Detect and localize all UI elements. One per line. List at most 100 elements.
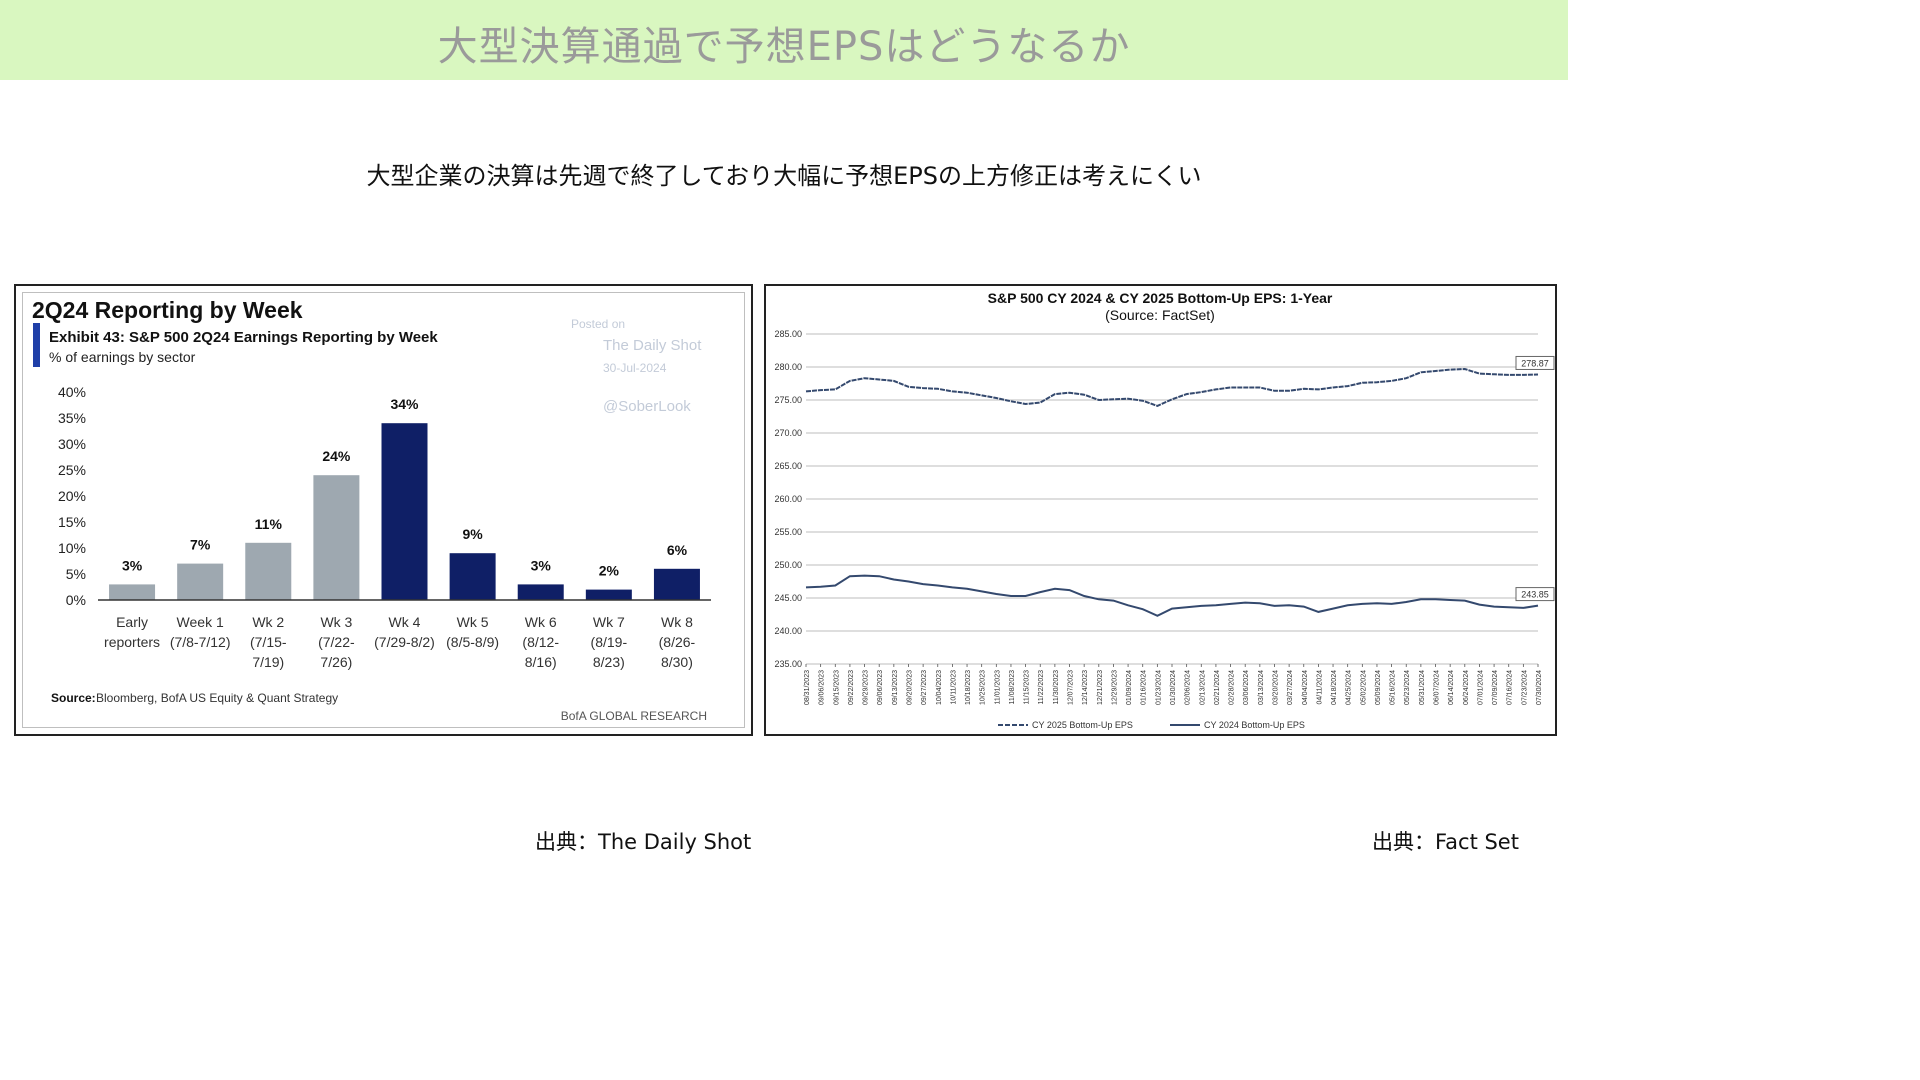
x-tick-label: 07/16/2024 (1507, 670, 1514, 705)
x-tick-label: 12/21/2023 (1097, 670, 1104, 705)
watermark-handle: @SoberLook (603, 398, 691, 415)
page-subtitle: 大型企業の決算は先週で終了しており大幅に予想EPSの上方修正は考えにくい (366, 162, 1202, 190)
bar-y-tick-label: 30% (58, 436, 86, 452)
x-tick-label: 10/18/2023 (965, 670, 972, 705)
bar-y-tick-label: 40% (58, 384, 86, 400)
line-series (805, 367, 1539, 617)
x-tick-label: 08/31/2023 (804, 670, 811, 705)
bar-value-label: 34% (390, 396, 419, 412)
bar-source-label: Source: (51, 691, 96, 705)
x-tick-label: 02/28/2024 (1229, 670, 1236, 705)
x-tick-label: 09/06/2023 (877, 670, 884, 705)
end-value-box (1515, 587, 1555, 602)
bar-y-tick-label: 10% (58, 540, 86, 556)
bar-value-label: 11% (255, 516, 283, 532)
bar-y-tick-label: 25% (58, 462, 86, 478)
x-tick-label: 07/23/2024 (1521, 670, 1528, 705)
bar-value-label: 6% (667, 542, 688, 558)
watermark-site: The Daily Shot (603, 337, 702, 354)
bar-y-tick-label: 15% (58, 514, 86, 530)
x-tick-label: 03/13/2024 (1258, 670, 1265, 705)
bar-value-label: 24% (322, 448, 351, 464)
page-title: 大型決算通過で予想EPSはどうなるか (437, 24, 1131, 70)
x-tick-label: 01/09/2024 (1126, 670, 1133, 705)
x-tick-label: 09/06/2023 (819, 670, 826, 705)
x-tick-label: 07/09/2024 (1492, 670, 1499, 705)
bar-category-label: Early (116, 614, 148, 630)
line-y-tick-label: 280.00 (774, 362, 802, 372)
line-y-axis: 235.00 240.00 245.00 250.00 255.00 260.00 265.… (774, 329, 802, 669)
line-y-tick-label: 270.00 (774, 428, 802, 438)
x-tick-label: 09/15/2023 (833, 670, 840, 705)
x-tick-label: 02/06/2024 (1185, 670, 1192, 705)
bar-category-label: (7/8-7/12) (170, 634, 231, 650)
line-x-axis: 08/31/2023 09/06/2023 09/15/2023 09/22/2023… (804, 664, 1543, 705)
bar-value-label: 2% (599, 563, 620, 579)
bar-category-label: Wk 3 (320, 614, 352, 630)
bar-y-tick-label: 20% (58, 488, 86, 504)
x-tick-label: 01/23/2024 (1155, 670, 1162, 705)
bar-category-label: 8/30) (661, 654, 693, 670)
bar-chart-subheading: % of earnings by sector (49, 349, 196, 365)
bar-category-label: Wk 2 (252, 614, 284, 630)
line-y-tick-label: 285.00 (774, 329, 802, 339)
bar-category-label: Week 1 (177, 614, 224, 630)
bar-category-label: (8/12- (522, 634, 559, 650)
bar (245, 542, 292, 600)
x-tick-label: 12/07/2023 (1068, 670, 1075, 705)
watermark-date: 30-Jul-2024 (603, 361, 667, 375)
bar-category-label: Wk 7 (593, 614, 625, 630)
bar (517, 584, 564, 600)
x-tick-label: 01/16/2024 (1141, 670, 1148, 705)
line-chart-subtitle: (Source: FactSet) (1105, 307, 1215, 323)
line-y-tick-label: 250.00 (774, 560, 802, 570)
bar-value-label: 3% (531, 557, 552, 573)
bar-value-label: 9% (462, 526, 483, 542)
bar-y-tick-label: 0% (66, 592, 86, 608)
x-tick-label: 10/11/2023 (950, 670, 957, 705)
bar (177, 563, 224, 600)
bar-category-label: Wk 8 (661, 614, 693, 630)
x-tick-label: 06/14/2024 (1448, 670, 1455, 705)
x-tick-label: 11/30/2023 (1053, 670, 1060, 705)
line-y-tick-label: 240.00 (774, 626, 802, 636)
bar (381, 423, 428, 600)
bar (585, 589, 632, 600)
bar-y-tick-label: 5% (66, 566, 86, 582)
line-chart-title: S&P 500 CY 2024 & CY 2025 Bottom-Up EPS:… (988, 290, 1333, 306)
x-tick-label: 03/20/2024 (1272, 670, 1279, 705)
bar-x-axis: Early reporters Week 1 (7/8-7/12) Wk 2 (7/15-… (104, 614, 696, 670)
bar-chart-heading: 2Q24 Reporting by Week (32, 297, 303, 323)
line-end-labels: 278.87 243.85 (1515, 355, 1555, 602)
x-tick-label: 12/29/2023 (1111, 670, 1118, 705)
bar-category-label: (7/15- (250, 634, 287, 650)
x-tick-label: 05/02/2024 (1360, 670, 1367, 705)
x-tick-label: 06/07/2024 (1434, 670, 1441, 705)
source-left: 出典：The Daily Shot (535, 830, 752, 854)
x-tick-label: 12/14/2023 (1082, 670, 1089, 705)
line-y-tick-label: 265.00 (774, 461, 802, 471)
x-tick-label: 11/15/2023 (1024, 670, 1031, 705)
x-tick-label: 05/23/2024 (1404, 670, 1411, 705)
end-value-label: 278.87 (1521, 358, 1549, 368)
line-y-tick-label: 235.00 (774, 659, 802, 669)
x-tick-label: 11/01/2023 (994, 670, 1001, 705)
x-tick-label: 04/18/2024 (1331, 670, 1338, 705)
line-chart: S&P 500 CY 2024 & CY 2025 Bottom-Up EPS:… (774, 290, 1555, 730)
line-y-tick-label: 255.00 (774, 527, 802, 537)
right-chart-panel: S&P 500 CY 2024 & CY 2025 Bottom-Up EPS:… (764, 284, 1557, 736)
x-tick-label: 05/31/2024 (1419, 670, 1426, 705)
x-tick-label: 09/20/2023 (906, 670, 913, 705)
end-value-box (1515, 355, 1555, 370)
bar-category-label: reporters (104, 634, 160, 650)
x-tick-label: 04/25/2024 (1346, 670, 1353, 705)
bar-value-label: 7% (190, 537, 211, 553)
line-legend: CY 2025 Bottom-Up EPS CY 2024 Bottom-Up E… (998, 720, 1305, 730)
x-tick-label: 11/22/2023 (1038, 670, 1045, 705)
bar-source-text: Bloomberg, BofA US Equity & Quant Strate… (96, 691, 338, 705)
bar-chart-exhibit: Exhibit 43: S&P 500 2Q24 Earnings Report… (49, 329, 438, 346)
x-tick-label: 10/25/2023 (980, 670, 987, 705)
bar-chart: 2Q24 Reporting by Week Exhibit 43: S&P 5… (32, 297, 711, 723)
line-y-tick-label: 245.00 (774, 593, 802, 603)
x-tick-label: 09/27/2023 (921, 670, 928, 705)
